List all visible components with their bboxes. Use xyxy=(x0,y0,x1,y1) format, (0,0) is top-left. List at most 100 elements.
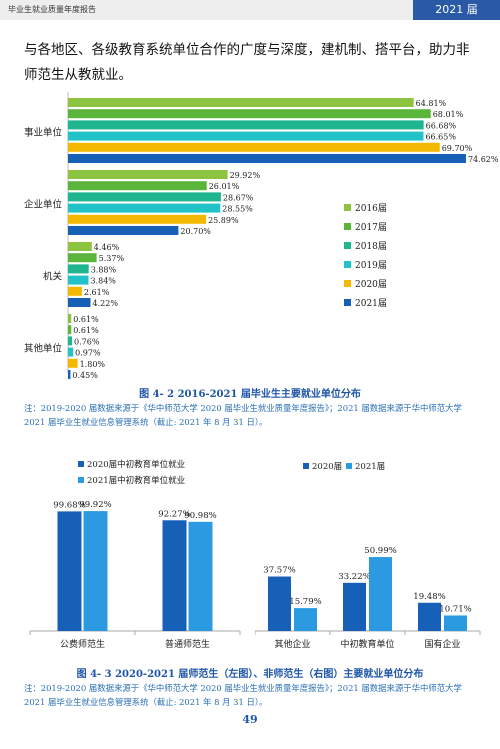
legend-label: 2020届中初教育单位就业 xyxy=(87,459,185,470)
data-label: 99.68% xyxy=(53,500,85,510)
bar xyxy=(68,358,78,368)
bar xyxy=(68,192,221,202)
legend-swatch xyxy=(346,463,352,469)
header-year-badge: 2021 届 xyxy=(413,0,500,20)
data-label: 0.97% xyxy=(75,349,101,358)
data-label: 4.46% xyxy=(94,243,120,252)
bar xyxy=(343,582,366,631)
data-label: 3.84% xyxy=(90,277,116,286)
page-header: 毕业生就业质量年度报告 2021 届 xyxy=(0,0,500,20)
category-label: 事业单位 xyxy=(24,127,63,139)
legend-label: 2018届 xyxy=(355,241,387,252)
bar xyxy=(369,557,392,631)
data-label: 25.89% xyxy=(208,216,239,225)
data-label: 5.37% xyxy=(99,254,125,263)
data-label: 15.79% xyxy=(289,597,321,607)
bar xyxy=(68,120,424,130)
category-label: 普通师范生 xyxy=(165,638,210,650)
data-label: 0.76% xyxy=(74,337,100,346)
legend-swatch xyxy=(78,461,84,467)
data-label: 0.61% xyxy=(73,326,99,335)
bar xyxy=(68,336,73,346)
data-label: 26.01% xyxy=(209,182,240,191)
bar xyxy=(68,154,466,163)
bar xyxy=(268,576,291,631)
bar xyxy=(68,264,89,274)
bar xyxy=(188,521,213,631)
category-label: 公费师范生 xyxy=(60,638,105,650)
bar xyxy=(68,181,207,191)
data-label: 33.22% xyxy=(338,572,370,582)
legend-swatch xyxy=(344,299,351,306)
category-label: 中初教育单位 xyxy=(340,638,394,650)
bar xyxy=(68,142,440,152)
category-label: 国有企业 xyxy=(424,638,460,650)
legend-swatch xyxy=(344,280,351,287)
category-label: 机关 xyxy=(43,271,63,283)
legend-label: 2021届中初教育单位就业 xyxy=(87,475,185,486)
data-label: 28.67% xyxy=(223,193,254,202)
figure1-caption: 图 4- 2 2016-2021 届毕业生主要就业单位分布 xyxy=(139,389,361,400)
bar xyxy=(68,203,221,213)
legend-swatch xyxy=(344,223,351,230)
chart-normal-students: 公费师范生 99.68%99.92% 普通师范生 92.27%90.98% 2020届中… xyxy=(29,459,241,650)
bar xyxy=(68,170,228,179)
bar xyxy=(418,602,441,631)
data-label: 68.01% xyxy=(433,110,464,119)
bar xyxy=(68,226,179,235)
legend-swatch xyxy=(344,204,351,211)
legend-label: 2019届 xyxy=(355,260,387,271)
intro-paragraph: 与各地区、各级教育系统单位合作的广度与深度，建机制、搭平台，助力非师范生从教就业… xyxy=(24,42,470,83)
figure2-note: 注：2019-2020 届数据来源于《华中师范大学 2020 届毕业生就业质量年… xyxy=(24,683,462,707)
figure1-note: 注：2019-2020 届数据来源于《华中师范大学 2020 届毕业生就业质量年… xyxy=(24,403,462,427)
bar xyxy=(68,370,71,379)
legend-swatch xyxy=(344,261,351,268)
data-label: 2.61% xyxy=(84,288,110,297)
data-label: 37.57% xyxy=(263,566,295,576)
bar xyxy=(68,131,424,141)
bar xyxy=(444,615,467,631)
data-label: 0.45% xyxy=(72,371,98,380)
page-number: 49 xyxy=(242,713,258,726)
data-label: 28.55% xyxy=(222,205,253,214)
data-label: 90.98% xyxy=(184,511,216,521)
legend-swatch xyxy=(344,242,351,249)
bar xyxy=(68,98,414,107)
header-bar: 毕业生就业质量年度报告 xyxy=(0,0,413,20)
data-label: 69.70% xyxy=(442,144,473,153)
data-label: 20.70% xyxy=(180,227,211,236)
category-label: 企业单位 xyxy=(24,199,63,211)
legend-swatch xyxy=(303,463,309,469)
data-label: 4.22% xyxy=(93,299,119,308)
data-label: 1.80% xyxy=(80,360,106,369)
bar xyxy=(68,275,89,285)
legend-label: 2016届 xyxy=(355,203,387,214)
data-label: 50.99% xyxy=(364,546,396,556)
category-label: 其他单位 xyxy=(24,343,63,355)
bar xyxy=(57,511,82,631)
legend-swatch xyxy=(78,477,84,483)
data-label: 3.88% xyxy=(91,265,117,274)
data-label: 29.92% xyxy=(230,171,261,180)
chart-employment-units-2016-2021: 事业单位 64.81% 68.01% 66.68% 66.65% 69.70% 74.62%… xyxy=(24,92,499,380)
data-label: 66.65% xyxy=(425,133,456,142)
chart-non-normal-students: 其他企业 37.57% 15.79% 中初教育单位 33.22% 50.99% 国有企业 19… xyxy=(255,462,481,650)
bar xyxy=(68,314,72,323)
bar xyxy=(83,511,108,631)
data-label: 92.27% xyxy=(158,509,190,519)
legend-label: 2020届 xyxy=(312,462,342,472)
data-label: 0.61% xyxy=(73,315,99,324)
header-title: 毕业生就业质量年度报告 xyxy=(8,5,96,14)
legend-label: 2017届 xyxy=(355,222,387,233)
data-label: 10.71% xyxy=(439,604,471,614)
bar xyxy=(68,347,74,357)
bar xyxy=(68,325,72,335)
legend-label: 2020届 xyxy=(355,279,387,290)
bar xyxy=(68,214,207,224)
data-label: 64.81% xyxy=(416,99,447,108)
bar xyxy=(294,608,317,631)
data-label: 99.92% xyxy=(79,500,111,510)
bar xyxy=(68,242,92,251)
data-label: 19.48% xyxy=(413,592,445,602)
bar xyxy=(68,109,431,119)
